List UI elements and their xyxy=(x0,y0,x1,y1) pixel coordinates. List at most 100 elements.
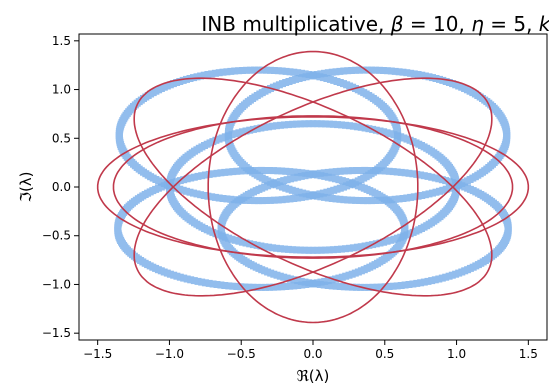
y-tick-label: −1.0 xyxy=(42,277,71,291)
scatter-point xyxy=(213,281,221,288)
title-part-5: k xyxy=(539,12,549,36)
scatter-point xyxy=(431,174,439,182)
title-part-0: INB multiplicative, xyxy=(201,12,390,36)
scatter-point xyxy=(405,169,413,177)
scatter-point xyxy=(425,73,433,81)
scatter-point xyxy=(309,71,317,79)
series-line-ring-1 xyxy=(133,77,493,297)
scatter-point xyxy=(253,241,261,249)
scatter-point xyxy=(379,67,387,74)
scatter-point xyxy=(364,66,372,74)
scatter-point xyxy=(320,281,328,289)
scatter-point xyxy=(258,66,266,74)
scatter-point xyxy=(383,67,391,75)
scatter-point xyxy=(286,282,294,290)
scatter-point xyxy=(424,277,432,285)
scatter-point xyxy=(376,127,384,135)
scatter-point xyxy=(418,192,426,199)
scatter-point xyxy=(417,171,425,179)
scatter-point xyxy=(274,67,282,75)
scatter-point xyxy=(361,242,369,250)
scatter-point xyxy=(193,190,201,198)
scatter-point xyxy=(332,195,340,203)
scatter-point xyxy=(281,245,288,253)
scatter-point xyxy=(211,69,219,77)
scatter-point xyxy=(373,167,381,175)
scatter-point xyxy=(237,167,245,175)
scatter-point xyxy=(365,125,373,133)
scatter-point xyxy=(317,120,325,128)
scatter-point xyxy=(348,196,356,204)
scatter-point xyxy=(317,246,325,254)
scatter-point xyxy=(266,283,273,291)
scatter-point xyxy=(282,67,290,75)
scatter-point xyxy=(395,195,403,203)
scatter-point xyxy=(332,68,340,76)
scatter-point xyxy=(270,167,278,175)
scatter-point xyxy=(273,122,280,130)
y-tick-label: 1.0 xyxy=(52,83,71,97)
scatter-point xyxy=(277,245,284,253)
scatter-point xyxy=(328,168,336,176)
scatter-point xyxy=(395,68,403,76)
scatter-point xyxy=(221,282,229,289)
scatter-point xyxy=(262,66,270,74)
scatter-point xyxy=(287,275,294,283)
scatter-point xyxy=(217,281,225,289)
scatter-point xyxy=(294,173,302,181)
scatter-point xyxy=(208,193,216,201)
scatter-point xyxy=(266,66,274,74)
scatter-point xyxy=(298,193,305,201)
scatter-point xyxy=(302,190,310,198)
scatter-point xyxy=(321,246,329,254)
scatter-ring-2 xyxy=(224,66,511,205)
scatter-point xyxy=(246,240,254,248)
scatter-point xyxy=(312,280,320,288)
scatter-point xyxy=(281,121,288,129)
scatter-point xyxy=(328,68,336,76)
scatter-point xyxy=(301,246,309,254)
scatter-point xyxy=(282,283,290,290)
scatter-point xyxy=(233,283,241,290)
scatter-point xyxy=(376,66,383,74)
scatter-point xyxy=(298,69,305,77)
scatter-point xyxy=(344,167,352,175)
scatter-point xyxy=(329,246,337,254)
scatter-point xyxy=(194,172,202,180)
scatter-point xyxy=(242,239,250,247)
scatter-point xyxy=(245,167,253,175)
scatter-point xyxy=(417,279,425,287)
scatter-point xyxy=(219,68,227,76)
scatter-point xyxy=(321,193,328,201)
scatter-point xyxy=(413,279,421,287)
scatter-point xyxy=(309,192,317,199)
scatter-point xyxy=(282,195,290,203)
x-tick-label: 1.5 xyxy=(519,347,538,361)
scatter-point xyxy=(274,283,282,291)
scatter-point xyxy=(361,124,369,132)
scatter-point xyxy=(409,170,417,178)
scatter-point xyxy=(389,282,397,290)
y-tick-label: 0.0 xyxy=(52,180,71,194)
chart-title: INB multiplicative, β = 10, η = 5, k = 5 xyxy=(201,12,549,36)
scatter-point xyxy=(249,167,257,174)
scatter-point xyxy=(313,120,321,128)
scatter-point xyxy=(372,240,380,248)
scatter-point xyxy=(278,167,286,175)
scatter-point xyxy=(290,174,298,182)
scatter-point xyxy=(356,197,364,204)
scatter-point xyxy=(309,279,317,287)
scatter-point xyxy=(334,245,341,253)
scatter-point xyxy=(360,197,368,205)
scatter-point xyxy=(342,245,349,253)
scatter-point xyxy=(270,196,278,204)
scatter-point xyxy=(321,120,329,128)
scatter-point xyxy=(329,120,337,128)
scatter-point xyxy=(241,283,249,291)
scatter-point xyxy=(261,167,269,174)
scatter-point xyxy=(270,283,278,291)
scatter-point xyxy=(290,276,298,284)
scatter-point xyxy=(348,167,356,175)
scatter-point xyxy=(278,283,286,291)
